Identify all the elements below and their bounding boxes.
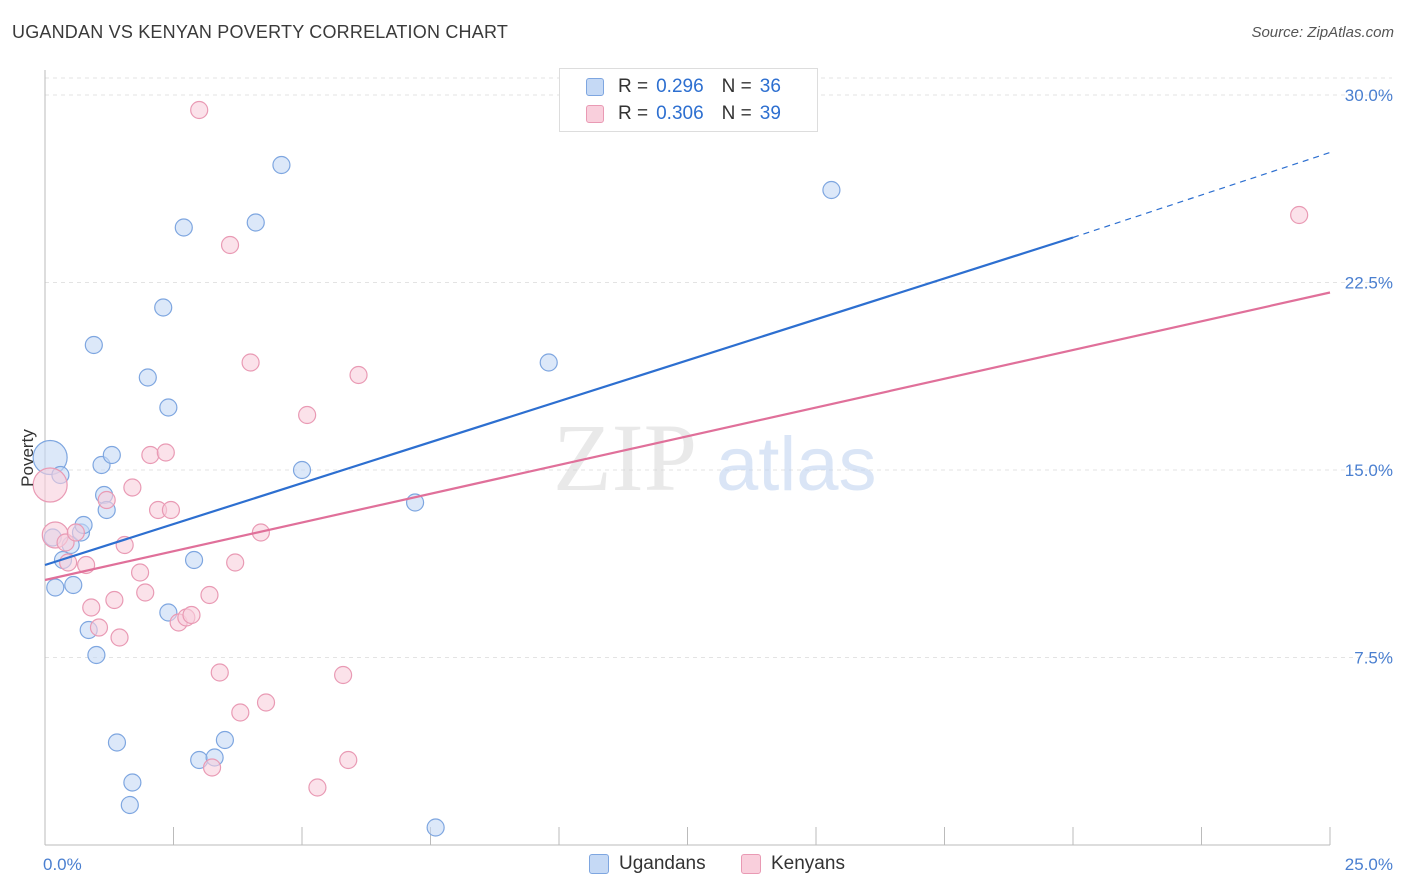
watermark-zip: ZIP [553,404,697,511]
kenyans-point [105,590,124,610]
kenyans-n-label: N = [721,103,752,124]
y-tick-label: 15.0% [1345,461,1393,480]
kenyans-r-value: 0.306 [656,103,704,124]
ugandans-point [107,733,127,752]
ugandans-n-value: 36 [759,76,781,97]
ugandans-point [120,795,139,815]
kenyans-point [200,585,219,605]
bottom-ugandans-label: Ugandans [619,853,706,874]
kenyans-point [136,583,155,602]
legend-row-kenyans: R = 0.306 N = 39 [586,102,781,126]
stats-legend: R = 0.296 N = 36 R = 0.306 N = 39 [559,68,818,132]
ugandans-point [64,575,83,595]
ugandans-point [84,335,103,355]
kenyans-n-value: 39 [759,103,781,124]
kenyans-point [182,605,201,625]
kenyans-point [202,758,222,777]
ugandans-r-value: 0.296 [656,76,704,97]
bottom-legend-kenyans: Kenyans [741,852,845,876]
ugandans-point [822,180,841,200]
ugandans-point [539,353,558,372]
legend-row-ugandans: R = 0.296 N = 36 [586,75,781,99]
ugandans-point [138,368,157,387]
ugandans-point [159,398,178,417]
ugandans-n-label: N = [721,76,752,97]
kenyans-point [32,467,68,503]
ugandans-r-label: R = [618,76,649,97]
kenyans-point [110,628,129,647]
kenyans-point [231,703,250,722]
watermark: ZIP atlas [553,404,877,511]
y-tick-label: 7.5% [1354,649,1393,668]
ugandans-swatch [586,78,604,96]
x-tick-label-max: 25.0% [1345,855,1393,874]
ugandans-point [246,213,265,232]
ugandans-point [292,460,312,480]
kenyans-point [308,778,327,797]
chart-title: UGANDAN VS KENYAN POVERTY CORRELATION CH… [12,22,509,42]
trend-lines [44,151,1331,582]
kenyans-point [256,693,276,712]
kenyans-point [123,478,142,497]
kenyans-point [339,750,358,770]
y-tick-label: 22.5% [1345,274,1393,293]
kenyans-point [66,523,85,542]
ugandans-point [154,298,173,317]
kenyans-point [141,445,160,465]
source-label: Source: ZipAtlas.com [1251,24,1394,41]
ugandans-point [184,550,204,570]
kenyans-point [97,490,116,510]
ugandans-point [102,445,121,465]
kenyans-point [334,665,353,685]
kenyans-r-label: R = [618,103,649,124]
kenyans-point [241,353,260,372]
ugandans-point [123,773,142,792]
kenyans-point [82,598,101,617]
ugandans-point [46,578,65,597]
kenyans-point [349,365,368,385]
ugandans-point [215,730,234,750]
kenyans-point [298,405,317,425]
watermark-atlas: atlas [716,422,877,507]
kenyans-point [161,500,181,520]
kenyans-point [220,235,240,255]
ugandans-point [426,818,445,837]
kenyans-swatch [586,105,604,123]
ugandans-point [272,155,291,175]
kenyans-point [156,443,175,462]
kenyans-point [130,563,150,582]
ugandans-trend-extension [1072,151,1331,239]
ugandans-trend-line [44,236,1074,567]
ugandans-point [87,645,106,665]
kenyans-point [89,618,109,637]
ugandans-point [174,218,193,237]
x-tick-label-min: 0.0% [43,855,82,874]
y-axis-label: Poverty [18,429,37,487]
y-tick-label: 30.0% [1345,86,1393,105]
kenyans-point [190,100,209,120]
kenyans-point [210,663,229,682]
kenyans-trend-line [44,291,1331,582]
bottom-kenyans-swatch [741,854,761,874]
bottom-ugandans-swatch [589,854,609,874]
bottom-legend-ugandans: Ugandans [589,852,706,876]
kenyans-points [32,100,1309,797]
axis-labels: 7.5% 15.0% 22.5% 30.0% 0.0% 25.0% Poverty [18,86,1393,874]
kenyans-point [1290,205,1309,225]
bottom-kenyans-label: Kenyans [771,853,845,874]
kenyans-point [226,553,245,572]
